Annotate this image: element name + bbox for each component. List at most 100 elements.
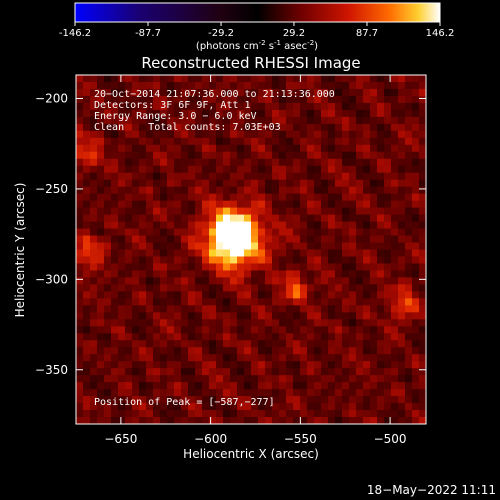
heatmap-cell <box>307 361 315 369</box>
heatmap-cell <box>125 347 133 355</box>
heatmap-cell <box>146 284 154 292</box>
heatmap-cell <box>139 207 147 215</box>
heatmap-cell <box>160 75 168 83</box>
heatmap-cell <box>76 305 84 313</box>
x-axis-label: Heliocentric X (arcsec) <box>183 447 319 461</box>
annotation-energy-range: Energy Range: 3.0 − 6.0 keV <box>94 111 257 122</box>
heatmap-cell <box>349 158 357 167</box>
heatmap-cell <box>167 284 175 292</box>
heatmap-cell <box>104 410 112 418</box>
heatmap-cell <box>76 396 84 404</box>
heatmap-cell <box>188 75 196 83</box>
heatmap-cell <box>83 361 91 369</box>
heatmap-cell <box>132 88 140 97</box>
heatmap-cell <box>419 263 426 271</box>
heatmap-cell <box>293 298 301 306</box>
heatmap-cell <box>405 389 413 397</box>
heatmap-cell <box>216 319 224 327</box>
heatmap-cell <box>328 242 336 250</box>
heatmap-cell <box>223 382 231 390</box>
heatmap-cell <box>272 361 280 369</box>
heatmap-cell <box>356 403 364 411</box>
heatmap-cell <box>167 326 175 334</box>
heatmap-cell <box>286 305 294 313</box>
heatmap-cell <box>167 361 175 369</box>
heatmap-cell <box>160 403 168 411</box>
heatmap-cell <box>160 312 168 320</box>
heatmap-cell <box>398 263 406 271</box>
heatmap-cell <box>111 228 119 236</box>
heatmap-cell <box>181 361 189 369</box>
heatmap-cell <box>237 102 245 111</box>
heatmap-cell <box>398 130 406 139</box>
heatmap-cell <box>139 144 147 153</box>
heatmap-cell <box>272 235 280 243</box>
heatmap-cell <box>363 263 371 271</box>
heatmap-cell <box>118 151 126 160</box>
heatmap-cell <box>216 130 224 139</box>
heatmap-cell <box>349 109 357 118</box>
heatmap-cell <box>258 144 266 153</box>
heatmap-cell <box>111 333 119 341</box>
heatmap-cell <box>132 396 140 404</box>
heatmap-cell <box>76 263 84 271</box>
heatmap-cell <box>83 305 91 313</box>
heatmap-cell <box>181 256 189 264</box>
heatmap-cell <box>384 389 392 397</box>
heatmap-cell <box>244 165 252 174</box>
heatmap-cell <box>90 361 98 369</box>
heatmap-cell <box>307 144 315 153</box>
heatmap-cell <box>167 165 175 174</box>
heatmap-cell <box>321 242 329 250</box>
heatmap-cell <box>153 221 161 229</box>
heatmap-cell <box>321 137 329 146</box>
heatmap-cell <box>209 347 217 355</box>
heatmap-cell <box>363 347 371 355</box>
heatmap-cell <box>258 151 266 160</box>
heatmap-cell <box>104 347 112 355</box>
heatmap-cell <box>419 326 426 334</box>
heatmap-cell <box>209 410 217 418</box>
heatmap-cell <box>405 116 413 125</box>
heatmap-cell <box>83 375 91 383</box>
heatmap-cell <box>265 382 273 390</box>
heatmap-cell <box>195 284 203 292</box>
heatmap-cell <box>174 382 182 390</box>
heatmap-cell <box>314 151 322 160</box>
heatmap-cell <box>377 291 385 299</box>
heatmap-cell <box>412 95 420 104</box>
heatmap-cell <box>342 130 350 139</box>
heatmap-cell <box>258 137 266 146</box>
heatmap-cell <box>237 137 245 146</box>
heatmap-cell <box>118 95 126 104</box>
heatmap-cell <box>349 326 357 334</box>
heatmap-cell <box>279 326 287 334</box>
heatmap-cell <box>286 95 294 104</box>
heatmap-cell <box>286 172 294 181</box>
heatmap-cell <box>153 333 161 341</box>
heatmap-cell <box>216 396 224 404</box>
heatmap-cell <box>377 158 385 167</box>
heatmap-cell <box>363 305 371 313</box>
heatmap-cell <box>321 305 329 313</box>
heatmap-cell <box>265 130 273 139</box>
heatmap-cell <box>391 312 399 320</box>
heatmap-cell <box>363 277 371 285</box>
heatmap-cell <box>160 158 168 167</box>
heatmap-cell <box>258 130 266 139</box>
heatmap-cell <box>153 382 161 390</box>
heatmap-cell <box>202 305 210 313</box>
heatmap-cell <box>230 312 238 320</box>
heatmap-cell <box>286 116 294 125</box>
heatmap-cell <box>314 354 322 362</box>
heatmap-cell <box>377 193 385 202</box>
heatmap-cell <box>391 333 399 341</box>
heatmap-cell <box>279 116 287 125</box>
heatmap-cell <box>125 235 133 243</box>
heatmap-cell <box>244 298 252 306</box>
heatmap-cell <box>307 193 315 202</box>
heatmap-cell <box>398 151 406 160</box>
heatmap-cell <box>139 270 147 278</box>
heatmap-cell <box>307 137 315 146</box>
heatmap-cell <box>76 256 84 264</box>
